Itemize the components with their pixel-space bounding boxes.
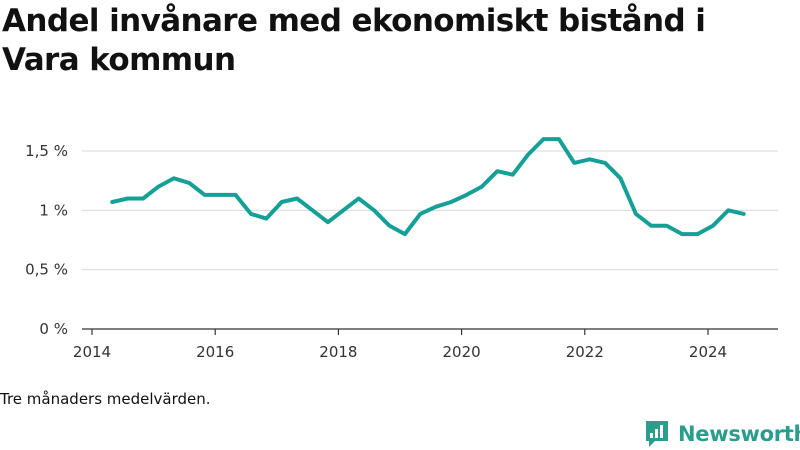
- x-tick-label: 2024: [689, 343, 727, 361]
- y-tick-label: 0,5 %: [25, 261, 68, 279]
- x-tick-label: 2014: [73, 343, 111, 361]
- chart-note: Tre månaders medelvärden.: [0, 390, 211, 408]
- y-tick-label: 1,5 %: [25, 142, 68, 160]
- chart-title: Andel invånare med ekonomiskt bistånd i …: [2, 3, 706, 78]
- x-tick-label: 2016: [196, 343, 234, 361]
- x-axis-ticks: 2014 2016 2018 2020 2022 2024: [73, 329, 727, 361]
- brand-name: Newsworthy: [678, 422, 800, 446]
- x-tick-label: 2022: [566, 343, 604, 361]
- x-tick-label: 2018: [319, 343, 357, 361]
- y-tick-label: 0 %: [39, 320, 68, 338]
- brand[interactable]: Newsworthy: [644, 418, 800, 450]
- series-layer: [110, 137, 746, 237]
- newsworthy-logo-icon: [646, 421, 668, 447]
- x-tick-label: 2020: [443, 343, 481, 361]
- y-tick-label: 1 %: [39, 201, 68, 219]
- series-line: [110, 137, 746, 237]
- y-axis-ticks: 0 % 0,5 % 1 % 1,5 %: [25, 142, 68, 338]
